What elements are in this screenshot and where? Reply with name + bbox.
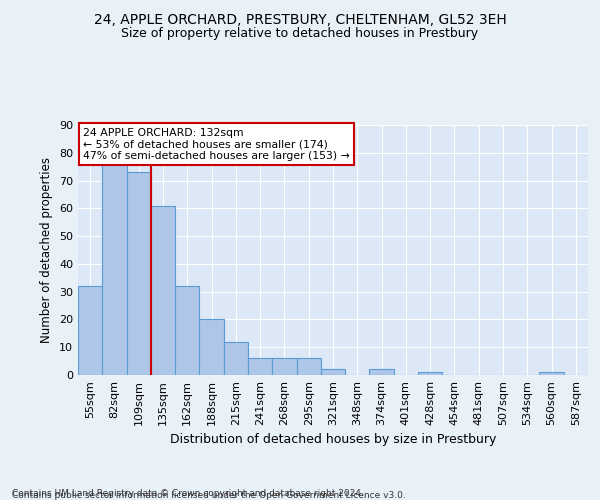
X-axis label: Distribution of detached houses by size in Prestbury: Distribution of detached houses by size …: [170, 434, 496, 446]
Bar: [151, 206, 175, 375]
Bar: [248, 358, 272, 375]
Bar: [418, 372, 442, 375]
Bar: [539, 372, 564, 375]
Bar: [199, 320, 224, 375]
Text: 24 APPLE ORCHARD: 132sqm
← 53% of detached houses are smaller (174)
47% of semi-: 24 APPLE ORCHARD: 132sqm ← 53% of detach…: [83, 128, 350, 160]
Bar: [78, 286, 102, 375]
Y-axis label: Number of detached properties: Number of detached properties: [40, 157, 53, 343]
Bar: [370, 370, 394, 375]
Text: Size of property relative to detached houses in Prestbury: Size of property relative to detached ho…: [121, 28, 479, 40]
Bar: [224, 342, 248, 375]
Bar: [296, 358, 321, 375]
Bar: [272, 358, 296, 375]
Text: Contains public sector information licensed under the Open Government Licence v3: Contains public sector information licen…: [12, 491, 406, 500]
Bar: [127, 172, 151, 375]
Bar: [102, 164, 127, 375]
Text: Contains HM Land Registry data © Crown copyright and database right 2024.: Contains HM Land Registry data © Crown c…: [12, 488, 364, 498]
Bar: [321, 370, 345, 375]
Bar: [175, 286, 199, 375]
Text: 24, APPLE ORCHARD, PRESTBURY, CHELTENHAM, GL52 3EH: 24, APPLE ORCHARD, PRESTBURY, CHELTENHAM…: [94, 12, 506, 26]
